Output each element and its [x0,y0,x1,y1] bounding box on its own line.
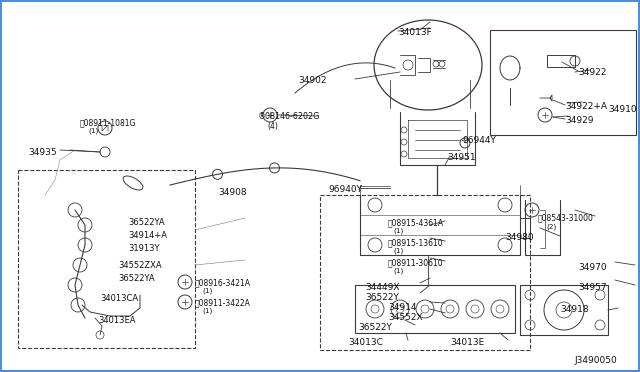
Text: 36522Y: 36522Y [365,293,399,302]
Text: Ⓞ08911-3422A: Ⓞ08911-3422A [195,298,251,307]
Text: 31913Y: 31913Y [128,244,159,253]
Text: 34935: 34935 [28,148,56,157]
Text: ®08146-6202G: ®08146-6202G [258,112,321,121]
Text: 34013C: 34013C [348,338,383,347]
Text: (4): (4) [267,122,278,131]
Text: (1): (1) [88,128,99,135]
Text: (1): (1) [202,308,212,314]
Bar [320,195,530,350]
Text: Ⓞ08911-1081G: Ⓞ08911-1081G [80,118,136,127]
Text: J3490050: J3490050 [574,356,617,365]
Text: 34951: 34951 [447,153,476,162]
Text: 96944Y: 96944Y [462,136,496,145]
Text: 34922+A: 34922+A [565,102,607,111]
Text: (1): (1) [393,228,403,234]
Text: Ⓜ08911-30610: Ⓜ08911-30610 [388,258,444,267]
Text: 34922: 34922 [578,68,606,77]
Text: 34908: 34908 [218,188,246,197]
Text: 34013E: 34013E [450,338,484,347]
Text: 34910: 34910 [608,105,637,114]
Text: 36522YA: 36522YA [118,274,155,283]
Text: 34552ZXA: 34552ZXA [118,261,162,270]
Text: 34929: 34929 [565,116,593,125]
Text: (2): (2) [546,223,556,230]
Bar [18,170,195,348]
Bar [490,30,636,135]
Text: Ⓝ08543-31000: Ⓝ08543-31000 [538,213,594,222]
Text: (1): (1) [202,288,212,295]
Text: Ⓜ08915-13610: Ⓜ08915-13610 [388,238,444,247]
Text: 96940Y: 96940Y [328,185,362,194]
Text: 34013F: 34013F [398,28,432,37]
Text: 34552X: 34552X [388,313,422,322]
Text: 36522YA: 36522YA [128,218,164,227]
Text: Ⓞ08916-3421A: Ⓞ08916-3421A [195,278,251,287]
Bar [355,285,515,333]
Bar [520,285,608,335]
Text: 34013EA: 34013EA [98,316,136,325]
Text: 34914: 34914 [388,303,417,312]
Text: 34918: 34918 [560,305,589,314]
Text: (1): (1) [393,248,403,254]
Text: 34970: 34970 [578,263,607,272]
Text: 34957: 34957 [578,283,607,292]
Text: 34902: 34902 [298,76,326,85]
Text: 34914+A: 34914+A [128,231,167,240]
Text: (1): (1) [393,268,403,275]
Text: 34449X: 34449X [365,283,399,292]
Text: Ⓜ08915-4361A: Ⓜ08915-4361A [388,218,444,227]
Text: 34013CA: 34013CA [100,294,138,303]
Text: 34980: 34980 [505,233,534,242]
Bar [547,55,575,67]
Text: 36522Y: 36522Y [358,323,392,332]
